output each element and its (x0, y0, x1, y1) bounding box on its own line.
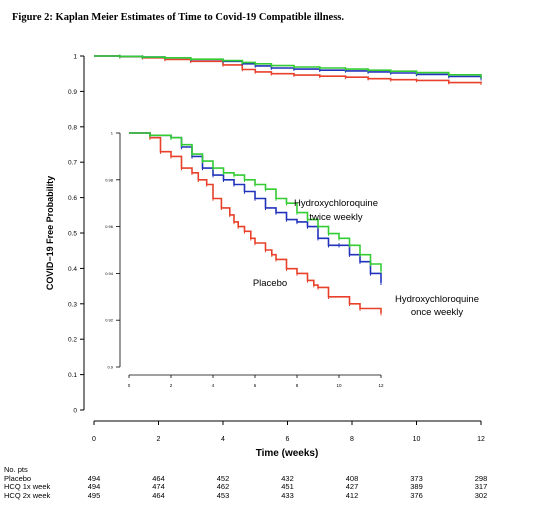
main-y-tick-label: 0.8 (68, 124, 77, 131)
risk-value: 495 (87, 490, 101, 500)
risk-value: 317 (474, 482, 488, 492)
main-x-tick-label: 8 (350, 436, 354, 443)
label-hcq2-line1: Hydroxychloroquine (294, 198, 378, 209)
main-x-tick-label: 10 (413, 436, 421, 443)
inset-x-tick-label: 0 (128, 383, 131, 388)
main-y-tick-label: 0.5 (68, 231, 77, 238)
main-x-tick-label: 6 (286, 436, 290, 443)
main-line-hcq1 (94, 55, 482, 79)
risk-value: 464 (152, 474, 165, 483)
risk-value: 494 (87, 474, 101, 483)
figure-caption: Figure 2: Kaplan Meier Estimates of Time… (12, 12, 345, 23)
inset-x-tick-label: 6 (254, 383, 257, 388)
main-y-tick-label: 0.4 (68, 266, 77, 273)
inset-x-tick-label: 12 (378, 383, 384, 388)
risk-value: 389 (410, 482, 423, 492)
main-y-axis-title: COVID−19 Free Probability (45, 176, 55, 290)
risk-table-row-label: HCQ 2x week (4, 490, 51, 500)
label-hcq1-line1: Hydroxychloroquine (395, 294, 479, 305)
risk-table-header: No. pts (0, 465, 550, 475)
main-x-tick-label: 2 (157, 436, 161, 443)
main-y-tick-label: 0.1 (68, 372, 77, 379)
main-y-tick-label: 0.2 (68, 337, 77, 344)
risk-value: 453 (216, 490, 230, 500)
label-hcq2-line2: twice weekly (309, 212, 363, 223)
label-placebo: Placebo (253, 278, 287, 289)
risk-value: 408 (345, 474, 359, 483)
label-hcq1-line2: once weekly (411, 307, 464, 318)
risk-value: 452 (216, 474, 230, 483)
risk-value: 298 (474, 474, 488, 483)
inset-x-tick-label: 4 (212, 383, 215, 388)
main-x-tick-label: 12 (477, 436, 485, 443)
risk-value: 494 (87, 482, 101, 492)
main-y-tick-label: 0.7 (68, 160, 77, 167)
risk-value: 302 (474, 490, 488, 500)
inset-y-tick-label: 0.94 (105, 271, 114, 276)
risk-value: 451 (281, 482, 294, 492)
risk-value: 376 (410, 490, 423, 500)
main-line-placebo (94, 55, 482, 84)
inset-y-tick-label: 1 (111, 131, 114, 136)
main-x-tick-label: 4 (221, 436, 225, 443)
inset-line-placebo (129, 132, 382, 314)
risk-value: 464 (152, 490, 165, 500)
main-y-tick-label: 0.6 (68, 195, 77, 202)
inset-y-tick-label: 0.92 (105, 318, 114, 323)
main-y-tick-label: 1 (73, 54, 77, 61)
risk-table-row: HCQ 2x week 495 464 453 433 412 376 302 (0, 491, 550, 501)
main-y-tick-label: 0.9 (68, 89, 77, 96)
risk-value: 432 (281, 474, 294, 483)
inset-x-tick-label: 8 (296, 383, 299, 388)
risk-value: 427 (345, 482, 359, 492)
risk-table-row-label: Placebo (4, 474, 32, 483)
risk-value: 474 (152, 482, 165, 492)
risk-value: 433 (281, 490, 294, 500)
risk-value: 412 (345, 490, 359, 500)
inset-y-tick-label: 0.96 (105, 224, 114, 229)
inset-y-tick-label: 0.9 (107, 365, 113, 370)
risk-table-header-label: No. pts (4, 465, 28, 474)
risk-value: 462 (216, 482, 230, 492)
risk-value: 373 (410, 474, 423, 483)
main-y-tick-label: 0.3 (68, 301, 77, 308)
risk-table-row-label: HCQ 1x week (4, 482, 51, 492)
risk-table-row: Placebo 494 464 452 432 408 373 298 (0, 474, 550, 484)
inset-x-tick-label: 10 (336, 383, 342, 388)
risk-table-row: HCQ 1x week 494 474 462 451 427 389 317 (0, 482, 550, 492)
main-x-axis-title: Time (weeks) (256, 448, 319, 459)
main-y-tick-label: 0 (73, 408, 77, 415)
inset-y-tick-label: 0.98 (105, 177, 114, 182)
main-x-tick-label: 0 (92, 436, 96, 443)
inset-x-tick-label: 2 (170, 383, 173, 388)
